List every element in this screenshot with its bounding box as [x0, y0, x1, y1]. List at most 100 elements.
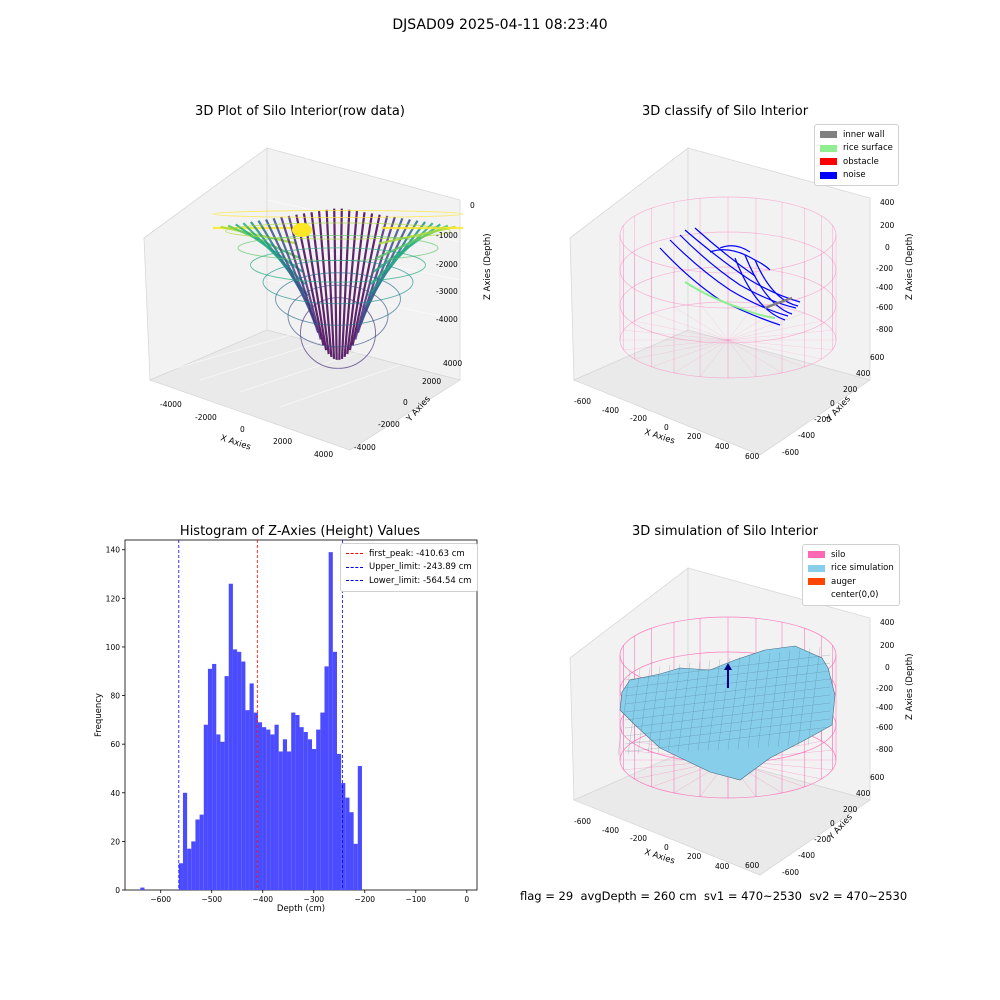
panel3-vlines	[178, 540, 343, 890]
silo-spoke	[727, 306, 783, 341]
histogram-bar	[237, 651, 242, 890]
histogram-bar	[328, 552, 333, 890]
p4-ztick-0: 400	[880, 618, 895, 627]
p2-xtick-0: -600	[574, 397, 591, 406]
legend-item-noise: noise	[820, 169, 893, 183]
silo-ring	[619, 301, 837, 379]
mesh-line	[624, 718, 831, 745]
histogram-bar	[224, 676, 229, 890]
p4-ztick-4: -400	[876, 703, 893, 712]
p2-ytick-1: 400	[856, 369, 871, 378]
silo-spoke	[727, 339, 822, 360]
auger-arrow	[724, 663, 732, 688]
figure-title: DJSAD09 2025-04-11 08:23:40	[392, 17, 608, 33]
silo-spoke	[727, 339, 833, 351]
panel1-box	[143, 147, 461, 451]
p1-ytick-2: 0	[403, 398, 408, 407]
bowl-strip	[340, 209, 351, 359]
bowl-contour	[300, 297, 376, 369]
y-tick-label: 20	[110, 837, 120, 846]
p4-ztick-3: -200	[876, 684, 893, 693]
p4-xtick-3: 0	[664, 843, 669, 852]
y-tick-label: 40	[110, 789, 120, 798]
panel2-silo-wireframe	[619, 196, 837, 379]
mesh-line	[687, 661, 701, 752]
legend-item-rice-simulation: rice simulation	[808, 562, 894, 576]
legend-swatch	[820, 171, 837, 179]
histogram-bar	[207, 668, 213, 890]
legend-swatch	[820, 131, 837, 139]
panel2-legend: inner wall rice surface obstacle noise	[814, 124, 899, 186]
silo-spoke	[673, 306, 729, 341]
histogram-bar	[220, 741, 225, 890]
legend-item-inner-wall: inner wall	[820, 128, 893, 142]
silo-spoke	[699, 339, 729, 377]
p1-zlabel: Z Axies (Depth)	[483, 233, 493, 300]
histogram-bar	[195, 819, 200, 890]
panel2-title: 3D classify of Silo Interior	[641, 104, 809, 119]
p4-ytick-3: 0	[830, 819, 835, 828]
p1-ytick-3: 2000	[422, 377, 441, 386]
histogram-bar	[282, 739, 288, 890]
histogram-bar	[228, 583, 233, 890]
legend-swatch	[820, 144, 837, 152]
mesh-line	[647, 666, 661, 754]
legend-item-lower-limit: Lower_limit: -564.54 cm	[346, 574, 472, 588]
p4-ztick-2: 0	[885, 663, 890, 672]
panel1-highlight-cluster	[292, 223, 312, 237]
silo-spoke	[727, 339, 757, 377]
noise-trace	[669, 239, 789, 317]
panel3-legend: first_peak: -410.63 cm Upper_limit: -243…	[340, 543, 478, 592]
histogram-bar	[257, 722, 263, 890]
p4-ytick-0: 600	[870, 773, 885, 782]
p2-ztick-4: -400	[876, 283, 893, 292]
legend-item-rice-surface: rice surface	[820, 142, 893, 156]
mesh-line	[624, 694, 831, 721]
mesh-line	[787, 649, 801, 747]
p2-xtick-6: 600	[745, 452, 760, 461]
panel4-legend: silo rice simulation auger center(0,0)	[802, 544, 900, 606]
p1-xtick-1: -2000	[195, 413, 217, 422]
x-tick-label: −200	[354, 895, 375, 904]
noise-trace	[754, 259, 799, 307]
y-tick-label: 100	[106, 643, 121, 652]
mesh-line	[767, 651, 781, 748]
x-tick-label: −500	[201, 895, 222, 904]
mesh-line	[624, 710, 831, 737]
p1-xtick-2: 0	[240, 425, 245, 434]
histogram-bar	[349, 812, 354, 890]
noise-trace	[684, 229, 801, 303]
silo-spoke	[699, 303, 729, 341]
p1-ztick-3: -3000	[436, 287, 458, 296]
bowl-strip	[325, 209, 336, 359]
histogram-bar	[187, 848, 192, 890]
legend-line	[346, 566, 363, 568]
p2-ztick-2: 0	[885, 243, 890, 252]
legend-item-center: center(0,0)	[808, 589, 894, 603]
p4-xtick-6: 600	[745, 861, 760, 870]
p2-ytick-2: 200	[843, 385, 858, 394]
histogram-bar	[287, 751, 292, 890]
p4-xtick-0: -600	[574, 817, 591, 826]
p4-ytick-2: 200	[843, 805, 858, 814]
y-tick-label: 140	[106, 546, 121, 555]
silo-spoke	[623, 339, 729, 351]
histogram-bar	[336, 753, 342, 890]
noise-trace	[734, 257, 786, 321]
p2-ytick-0: 600	[870, 353, 885, 362]
mesh-line	[807, 647, 821, 746]
silo-ring	[619, 231, 837, 309]
mesh-line	[657, 665, 671, 754]
mesh-line	[797, 648, 811, 747]
histogram-bar	[216, 734, 221, 890]
panel2-box	[569, 147, 871, 456]
noise-trace	[744, 254, 793, 315]
p4-ztick-1: 200	[880, 641, 895, 650]
bowl-contour	[275, 272, 401, 326]
p1-xlabel: X Axies	[219, 433, 252, 452]
mesh-line	[624, 686, 831, 713]
p1-ztick-0: 0	[470, 201, 475, 210]
p2-ztick-0: 400	[880, 198, 895, 207]
p2-zlabel: Z Axies (Depth)	[905, 233, 915, 300]
histogram-bar	[212, 663, 217, 890]
